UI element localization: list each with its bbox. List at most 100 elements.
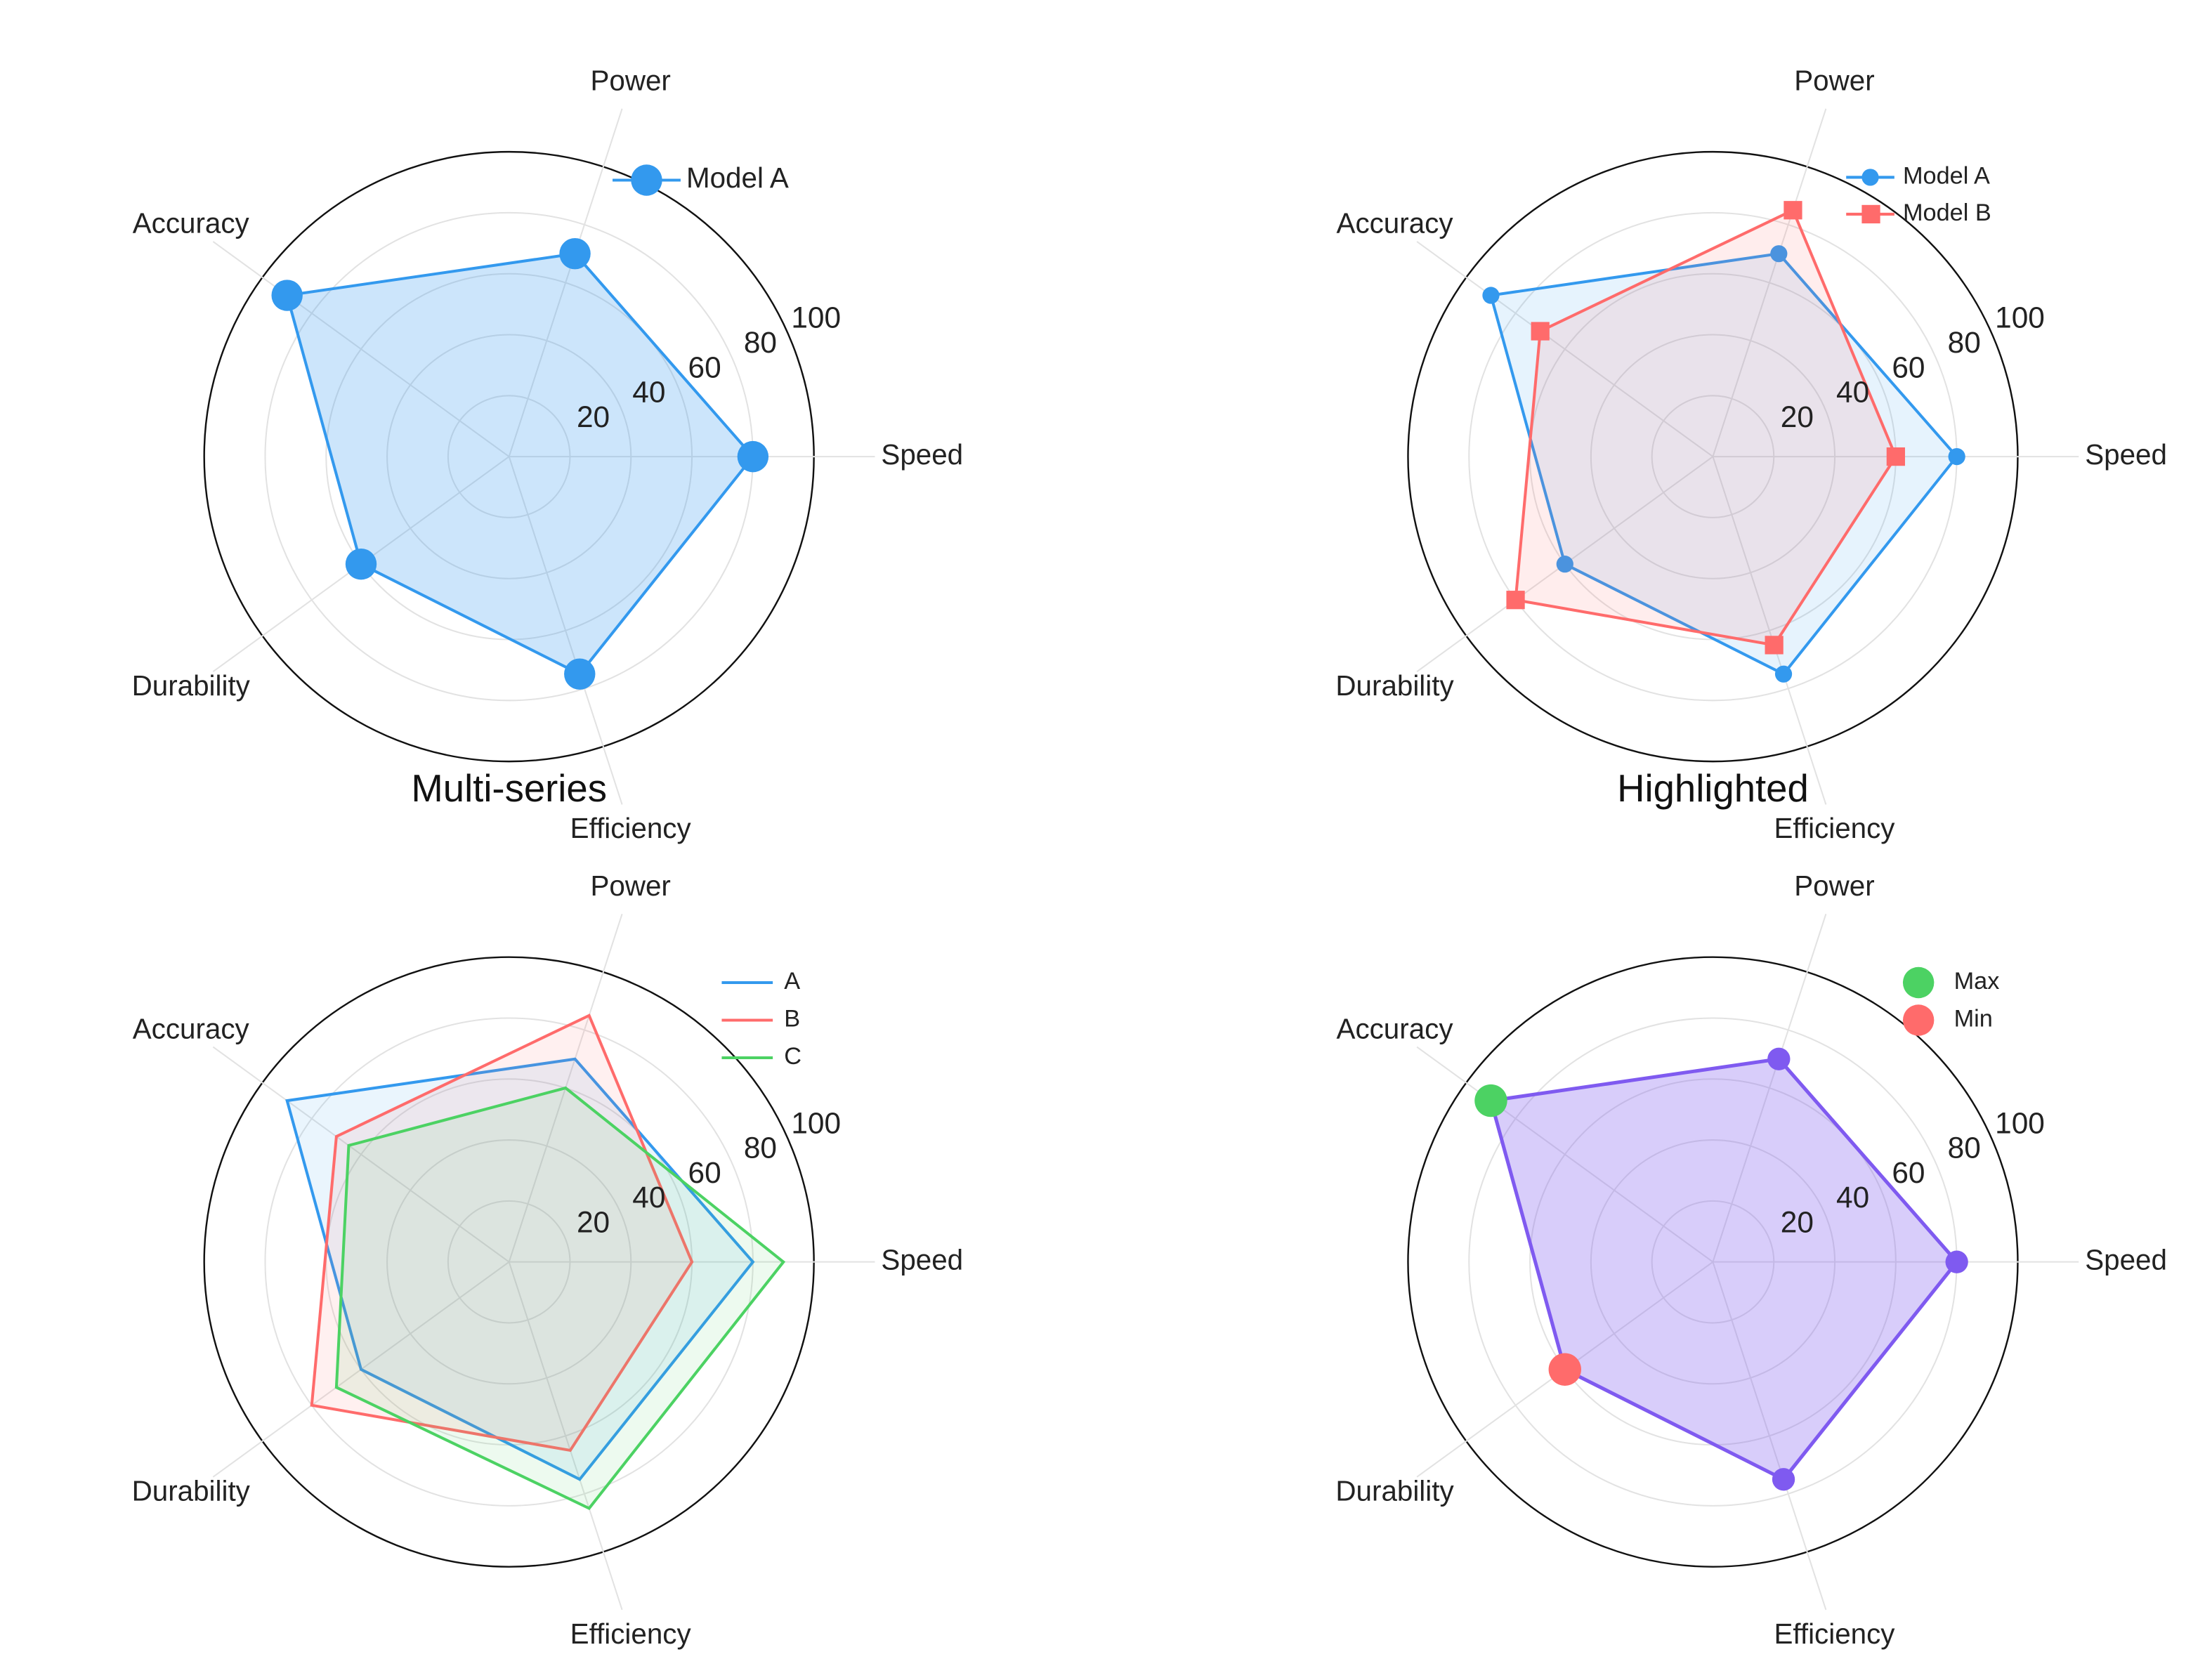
- series-area-Model B: [1514, 208, 1898, 647]
- axis-label-efficiency: Efficiency: [570, 812, 692, 844]
- tick-label: 80: [744, 326, 777, 359]
- axis-label-speed: Speed: [2085, 438, 2167, 471]
- tick-label: 20: [1781, 400, 1814, 433]
- series-area-Model A: [285, 252, 755, 676]
- axis-label-power: Power: [1794, 64, 1874, 96]
- data-point: [1948, 447, 1965, 466]
- data-point: [1531, 322, 1550, 341]
- tick-label: 100: [1995, 1106, 2045, 1139]
- legend-label: A: [784, 968, 800, 995]
- data-point: [1556, 556, 1573, 573]
- series-area-Model A: [1488, 252, 1959, 676]
- tick-label: 60: [688, 1156, 721, 1189]
- data-point: [1784, 201, 1802, 220]
- axis-spoke: [1712, 1261, 1827, 1611]
- tick-label: 40: [632, 1181, 665, 1214]
- highlight-point-max: [1474, 1084, 1507, 1117]
- axis-label-accuracy: Accuracy: [133, 207, 250, 240]
- axis-spoke: [1712, 108, 1827, 457]
- tick-label: 80: [1948, 1132, 1981, 1165]
- axis-spoke: [1712, 456, 1827, 805]
- data-point: [1482, 287, 1500, 304]
- axis-spoke: [508, 456, 623, 805]
- tick-label: 20: [1781, 1206, 1814, 1239]
- axis-label-efficiency: Efficiency: [1774, 812, 1895, 844]
- legend-marker: [1861, 204, 1880, 224]
- radar-chart-3: Multi-series Speed Power Accuracy Durability…: [132, 767, 964, 1650]
- axis-label-durability: Durability: [132, 1474, 251, 1507]
- axis-label-efficiency: Efficiency: [1774, 1618, 1895, 1650]
- tick-label: 80: [744, 1132, 777, 1165]
- data-point: [271, 280, 303, 311]
- data-point: [1765, 636, 1784, 655]
- axis-spoke: [508, 1261, 623, 1611]
- axis-spoke: [212, 241, 510, 457]
- axis-label-power: Power: [590, 870, 670, 902]
- axis-label-power: Power: [1794, 870, 1874, 902]
- tick-label: 40: [1836, 1181, 1869, 1214]
- data-point: [1945, 1250, 1968, 1273]
- series-area-main: [1488, 1057, 1959, 1482]
- chart-title: Multi-series: [411, 767, 607, 810]
- data-point: [1774, 665, 1793, 683]
- series-area-B: [310, 1014, 694, 1453]
- legend-marker: [631, 164, 662, 196]
- tick-label: 80: [1948, 326, 1981, 359]
- axis-label-accuracy: Accuracy: [1337, 1012, 1454, 1044]
- series-area-C: [334, 1086, 786, 1511]
- highlight-point-min: [1548, 1353, 1582, 1386]
- legend-label: C: [784, 1043, 801, 1070]
- series-area-A: [285, 1057, 755, 1481]
- tick-label: 40: [632, 376, 665, 409]
- legend-label: Model A: [1903, 163, 1990, 190]
- legend: Model A Model B: [1846, 163, 1991, 226]
- tick-label: 100: [791, 1106, 841, 1139]
- radar-chart-4: Highlighted Speed Power Accuracy Durability E…: [1335, 767, 2167, 1650]
- chart-title: Highlighted: [1617, 767, 1809, 810]
- axis-spoke: [1416, 1046, 1714, 1263]
- data-point: [1772, 1468, 1795, 1491]
- tick-label: 40: [1836, 376, 1869, 409]
- legend-marker: [1902, 966, 1935, 999]
- data-point: [1767, 1047, 1791, 1070]
- axis-label-efficiency: Efficiency: [570, 1618, 692, 1650]
- radar-chart-2: Speed Power Accuracy Durability Efficiency 20…: [1335, 64, 2167, 844]
- legend-label: Max: [1954, 968, 2000, 995]
- axis-label-accuracy: Accuracy: [133, 1012, 250, 1044]
- tick-label: 20: [577, 1206, 610, 1239]
- legend: Model A: [613, 162, 789, 196]
- data-point: [559, 237, 591, 270]
- data-point: [564, 658, 596, 690]
- axis-label-accuracy: Accuracy: [1337, 207, 1454, 240]
- legend-label: Min: [1954, 1006, 1993, 1032]
- tick-label: 100: [1995, 301, 2045, 334]
- legend-marker: [1902, 1004, 1935, 1036]
- axis-label-speed: Speed: [2085, 1243, 2167, 1276]
- radar-chart-1: Speed Power Accuracy Durability Efficiency 20…: [132, 64, 964, 844]
- data-point: [1886, 447, 1905, 466]
- axis-spoke: [1416, 241, 1714, 457]
- axis-label-durability: Durability: [1335, 1474, 1454, 1507]
- axis-label-power: Power: [590, 64, 670, 96]
- axis-label-durability: Durability: [1335, 669, 1454, 702]
- axis-label-speed: Speed: [881, 438, 963, 471]
- data-point: [1770, 245, 1788, 263]
- legend-label: B: [784, 1006, 800, 1032]
- data-point: [737, 440, 769, 473]
- axis-label-durability: Durability: [132, 669, 251, 702]
- legend: Max Min: [1902, 966, 2000, 1036]
- legend-marker: [1861, 169, 1879, 186]
- axis-spoke: [212, 1046, 510, 1263]
- axis-spoke: [1712, 914, 1827, 1262]
- data-point: [345, 548, 377, 580]
- legend-label: Model A: [686, 162, 789, 194]
- tick-label: 60: [1892, 1156, 1925, 1189]
- axis-spoke: [508, 108, 623, 457]
- tick-label: 60: [688, 350, 721, 383]
- data-point: [1506, 591, 1525, 610]
- axis-label-speed: Speed: [881, 1243, 963, 1276]
- tick-label: 100: [791, 301, 841, 334]
- legend: ABC: [721, 968, 801, 1070]
- legend-label: Model B: [1903, 199, 1991, 226]
